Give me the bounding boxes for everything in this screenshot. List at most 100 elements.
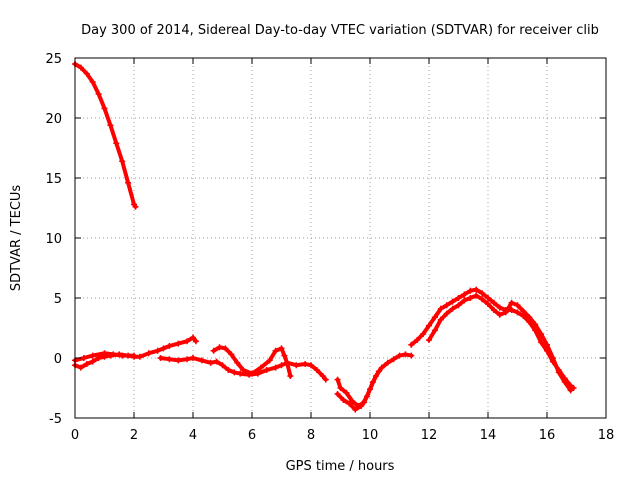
data-point [496,304,503,311]
data-point [132,203,139,210]
data-point [207,359,214,366]
data-point [343,389,350,396]
chart-title: Day 300 of 2014, Sidereal Day-to-day VTE… [81,23,599,38]
data-point [520,308,527,315]
x-tick-label: 12 [421,428,438,443]
data-point [89,352,96,359]
data-point [125,179,132,186]
data-point [496,311,503,318]
data-point [322,376,329,383]
data-point [119,352,126,359]
data-point [287,373,294,379]
data-point [83,70,90,77]
data-point [508,299,515,306]
data-point [364,393,371,400]
data-point [95,91,102,97]
data-point [369,379,376,385]
data-point [461,291,468,298]
data-point [334,391,341,397]
x-tick-label: 2 [130,428,138,443]
data-point [166,356,173,363]
data-point [549,355,556,361]
data-point [473,286,480,293]
x-tick-label: 6 [248,428,256,443]
data-point [375,368,382,375]
y-tick-label: 25 [45,52,62,67]
data-point [431,327,438,334]
data-point [184,356,191,363]
data-point [263,367,270,373]
data-point [313,367,320,373]
data-point [198,357,205,364]
data-point [437,305,444,312]
y-axis-label: SDTVAR / TECUs [9,185,24,292]
y-tick-label: -5 [49,412,62,427]
data-point [426,322,432,329]
data-point [485,301,491,307]
data-point [567,387,574,394]
data-point [396,352,403,359]
data-point [249,370,255,377]
data-point [538,339,545,346]
x-tick-label: 18 [598,428,615,443]
x-tick-label: 14 [480,428,497,443]
data-point [272,347,279,354]
data-point [278,362,285,369]
x-axis-label: GPS time / hours [286,459,395,474]
data-point [561,379,568,385]
data-point [166,343,173,349]
data-point [257,364,264,371]
x-tick-label: 0 [71,428,79,443]
data-point [110,351,117,358]
data-point [508,307,515,313]
data-point [414,337,421,343]
data-point [228,351,235,358]
data-point [408,341,415,348]
data-point [485,295,491,301]
data-point [293,362,300,369]
data-point [384,359,391,366]
data-point [479,290,486,297]
data-point [145,350,152,357]
data-point [390,356,397,363]
data-point [443,302,450,309]
data-point [555,369,562,376]
data-point [281,352,288,359]
data-point [467,295,474,301]
data-point [175,357,182,364]
data-point [154,347,161,354]
data-point [136,353,143,360]
data-point [216,344,223,351]
data-point [502,309,509,316]
data-point [184,338,191,345]
y-tick-label: 5 [54,292,62,307]
data-point [234,359,241,366]
data-point [219,362,226,369]
x-tick-label: 16 [539,428,556,443]
data-point [538,331,545,337]
data-point [437,316,444,323]
data-point [490,307,497,313]
data-point [420,331,427,337]
data-point [107,122,114,129]
x-tick-label: 4 [189,428,197,443]
data-point [175,340,182,347]
data-point [532,321,539,328]
x-tick-label: 10 [362,428,379,443]
data-point [131,352,137,359]
y-tick-label: 15 [45,172,62,187]
data-point [352,406,359,413]
data-point [119,158,126,165]
data-point [346,400,353,407]
data-point [101,350,108,357]
data-point [319,373,326,379]
data-point [213,358,220,365]
data-point [89,358,96,365]
data-point [77,64,84,71]
data-point [461,297,468,304]
data-point [490,299,497,306]
data-point [284,361,291,367]
data-point [225,367,232,373]
